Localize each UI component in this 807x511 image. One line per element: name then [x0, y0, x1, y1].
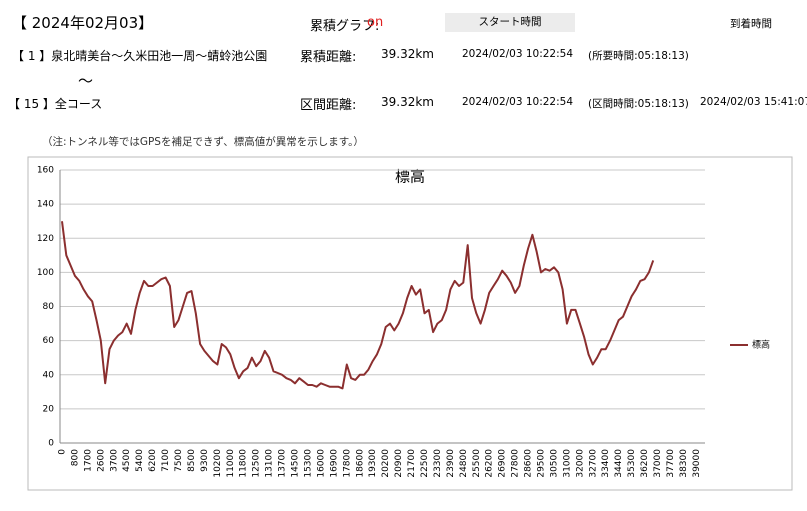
y-tick-label: 0: [48, 439, 54, 449]
x-tick-label: 34400: [614, 449, 624, 478]
x-tick-label: 23300: [433, 449, 443, 478]
arrival-label: 到着時間: [730, 18, 772, 30]
x-tick-label: 37700: [666, 449, 676, 478]
x-tick-label: 37000: [653, 449, 663, 478]
x-tick-label: 38300: [679, 449, 689, 478]
x-tick-label: 26900: [498, 449, 508, 478]
x-tick-label: 13100: [265, 449, 275, 478]
x-tick-label: 27800: [511, 449, 521, 478]
start-button[interactable]: スタート時間: [445, 13, 575, 32]
x-tick-label: 4500: [122, 449, 132, 472]
x-tick-label: 18600: [355, 449, 365, 478]
x-tick-label: 16900: [329, 449, 339, 478]
x-tick-label: 17800: [342, 449, 352, 478]
distance-label: 区間距離:: [300, 98, 357, 113]
x-tick-label: 28600: [524, 449, 534, 478]
date-title: 【 2024年02月03】: [12, 14, 154, 32]
x-tick-label: 20900: [394, 449, 404, 478]
start-time: 2024/02/03 10:22:54: [462, 48, 574, 60]
y-tick-label: 80: [43, 302, 55, 312]
route: 【 1 】泉北晴美台～久米田池一周～蜻蛉池公園: [12, 49, 268, 63]
x-tick-label: 6200: [148, 449, 158, 472]
x-tick-label: 7100: [161, 449, 171, 472]
x-tick-label: 36200: [640, 449, 650, 478]
x-tick-label: 29500: [537, 449, 547, 478]
x-tick-label: 3700: [109, 449, 119, 472]
x-tick-label: 35300: [627, 449, 637, 478]
y-tick-label: 100: [37, 268, 54, 278]
y-tick-label: 60: [43, 336, 55, 346]
x-tick-label: 800: [70, 449, 80, 466]
chart-title: 標高: [395, 168, 425, 186]
chart-frame: [27, 156, 793, 491]
start-time: 2024/02/03 10:22:54: [462, 96, 574, 108]
x-tick-label: 2600: [96, 449, 106, 472]
x-tick-label: 32000: [575, 449, 585, 478]
x-tick-label: 10200: [213, 449, 223, 478]
y-tick-label: 120: [37, 234, 54, 244]
x-tick-label: 26200: [485, 449, 495, 478]
x-tick-label: 1700: [83, 449, 93, 472]
y-tick-label: 20: [43, 404, 55, 414]
x-tick-label: 15300: [303, 449, 313, 478]
duration: (所要時間:05:18:13): [588, 50, 689, 62]
x-tick-label: 33400: [601, 449, 611, 478]
x-tick-label: 19300: [368, 449, 378, 478]
x-tick-label: 24800: [459, 449, 469, 478]
x-tick-label: 22500: [420, 449, 430, 478]
x-tick-label: 13700: [278, 449, 288, 478]
x-tick-label: 11000: [226, 449, 236, 478]
x-tick-label: 31000: [562, 449, 572, 478]
arrival-time: 2024/02/03 15:41:07: [700, 96, 807, 108]
x-tick-label: 39000: [692, 449, 702, 478]
graph-state[interactable]: on: [367, 15, 384, 30]
x-tick-label: 8500: [187, 449, 197, 472]
graph-label: 累積グラフ:: [310, 19, 380, 34]
x-tick-label: 16000: [316, 449, 326, 478]
x-tick-label: 14500: [291, 449, 301, 478]
y-tick-label: 160: [37, 166, 54, 176]
x-tick-label: 20200: [381, 449, 391, 478]
x-tick-label: 0: [58, 449, 68, 455]
series-line: [61, 221, 655, 390]
x-tick-label: 30500: [549, 449, 559, 478]
distance: 39.32km: [381, 47, 434, 61]
distance-label: 累積距離:: [300, 50, 357, 65]
x-tick-label: 11800: [239, 449, 249, 478]
x-tick-label: 25500: [472, 449, 482, 478]
x-tick-label: 21700: [407, 449, 417, 478]
x-tick-label: 32700: [588, 449, 598, 478]
y-tick-label: 140: [37, 200, 54, 210]
distance: 39.32km: [381, 95, 434, 109]
note: （注:トンネル等ではGPSを補足できず、標高値が異常を示します。）: [42, 136, 364, 148]
x-tick-label: 12500: [252, 449, 262, 478]
separator: ～: [78, 72, 94, 90]
x-tick-label: 5400: [135, 449, 145, 472]
route: 【 15 】全コース: [8, 97, 103, 111]
legend-label: 標高: [752, 339, 770, 351]
x-tick-label: 7500: [174, 449, 184, 472]
x-tick-label: 9300: [200, 449, 210, 472]
x-tick-label: 23900: [446, 449, 456, 478]
y-tick-label: 40: [43, 370, 55, 380]
duration: (区間時間:05:18:13): [588, 98, 689, 110]
